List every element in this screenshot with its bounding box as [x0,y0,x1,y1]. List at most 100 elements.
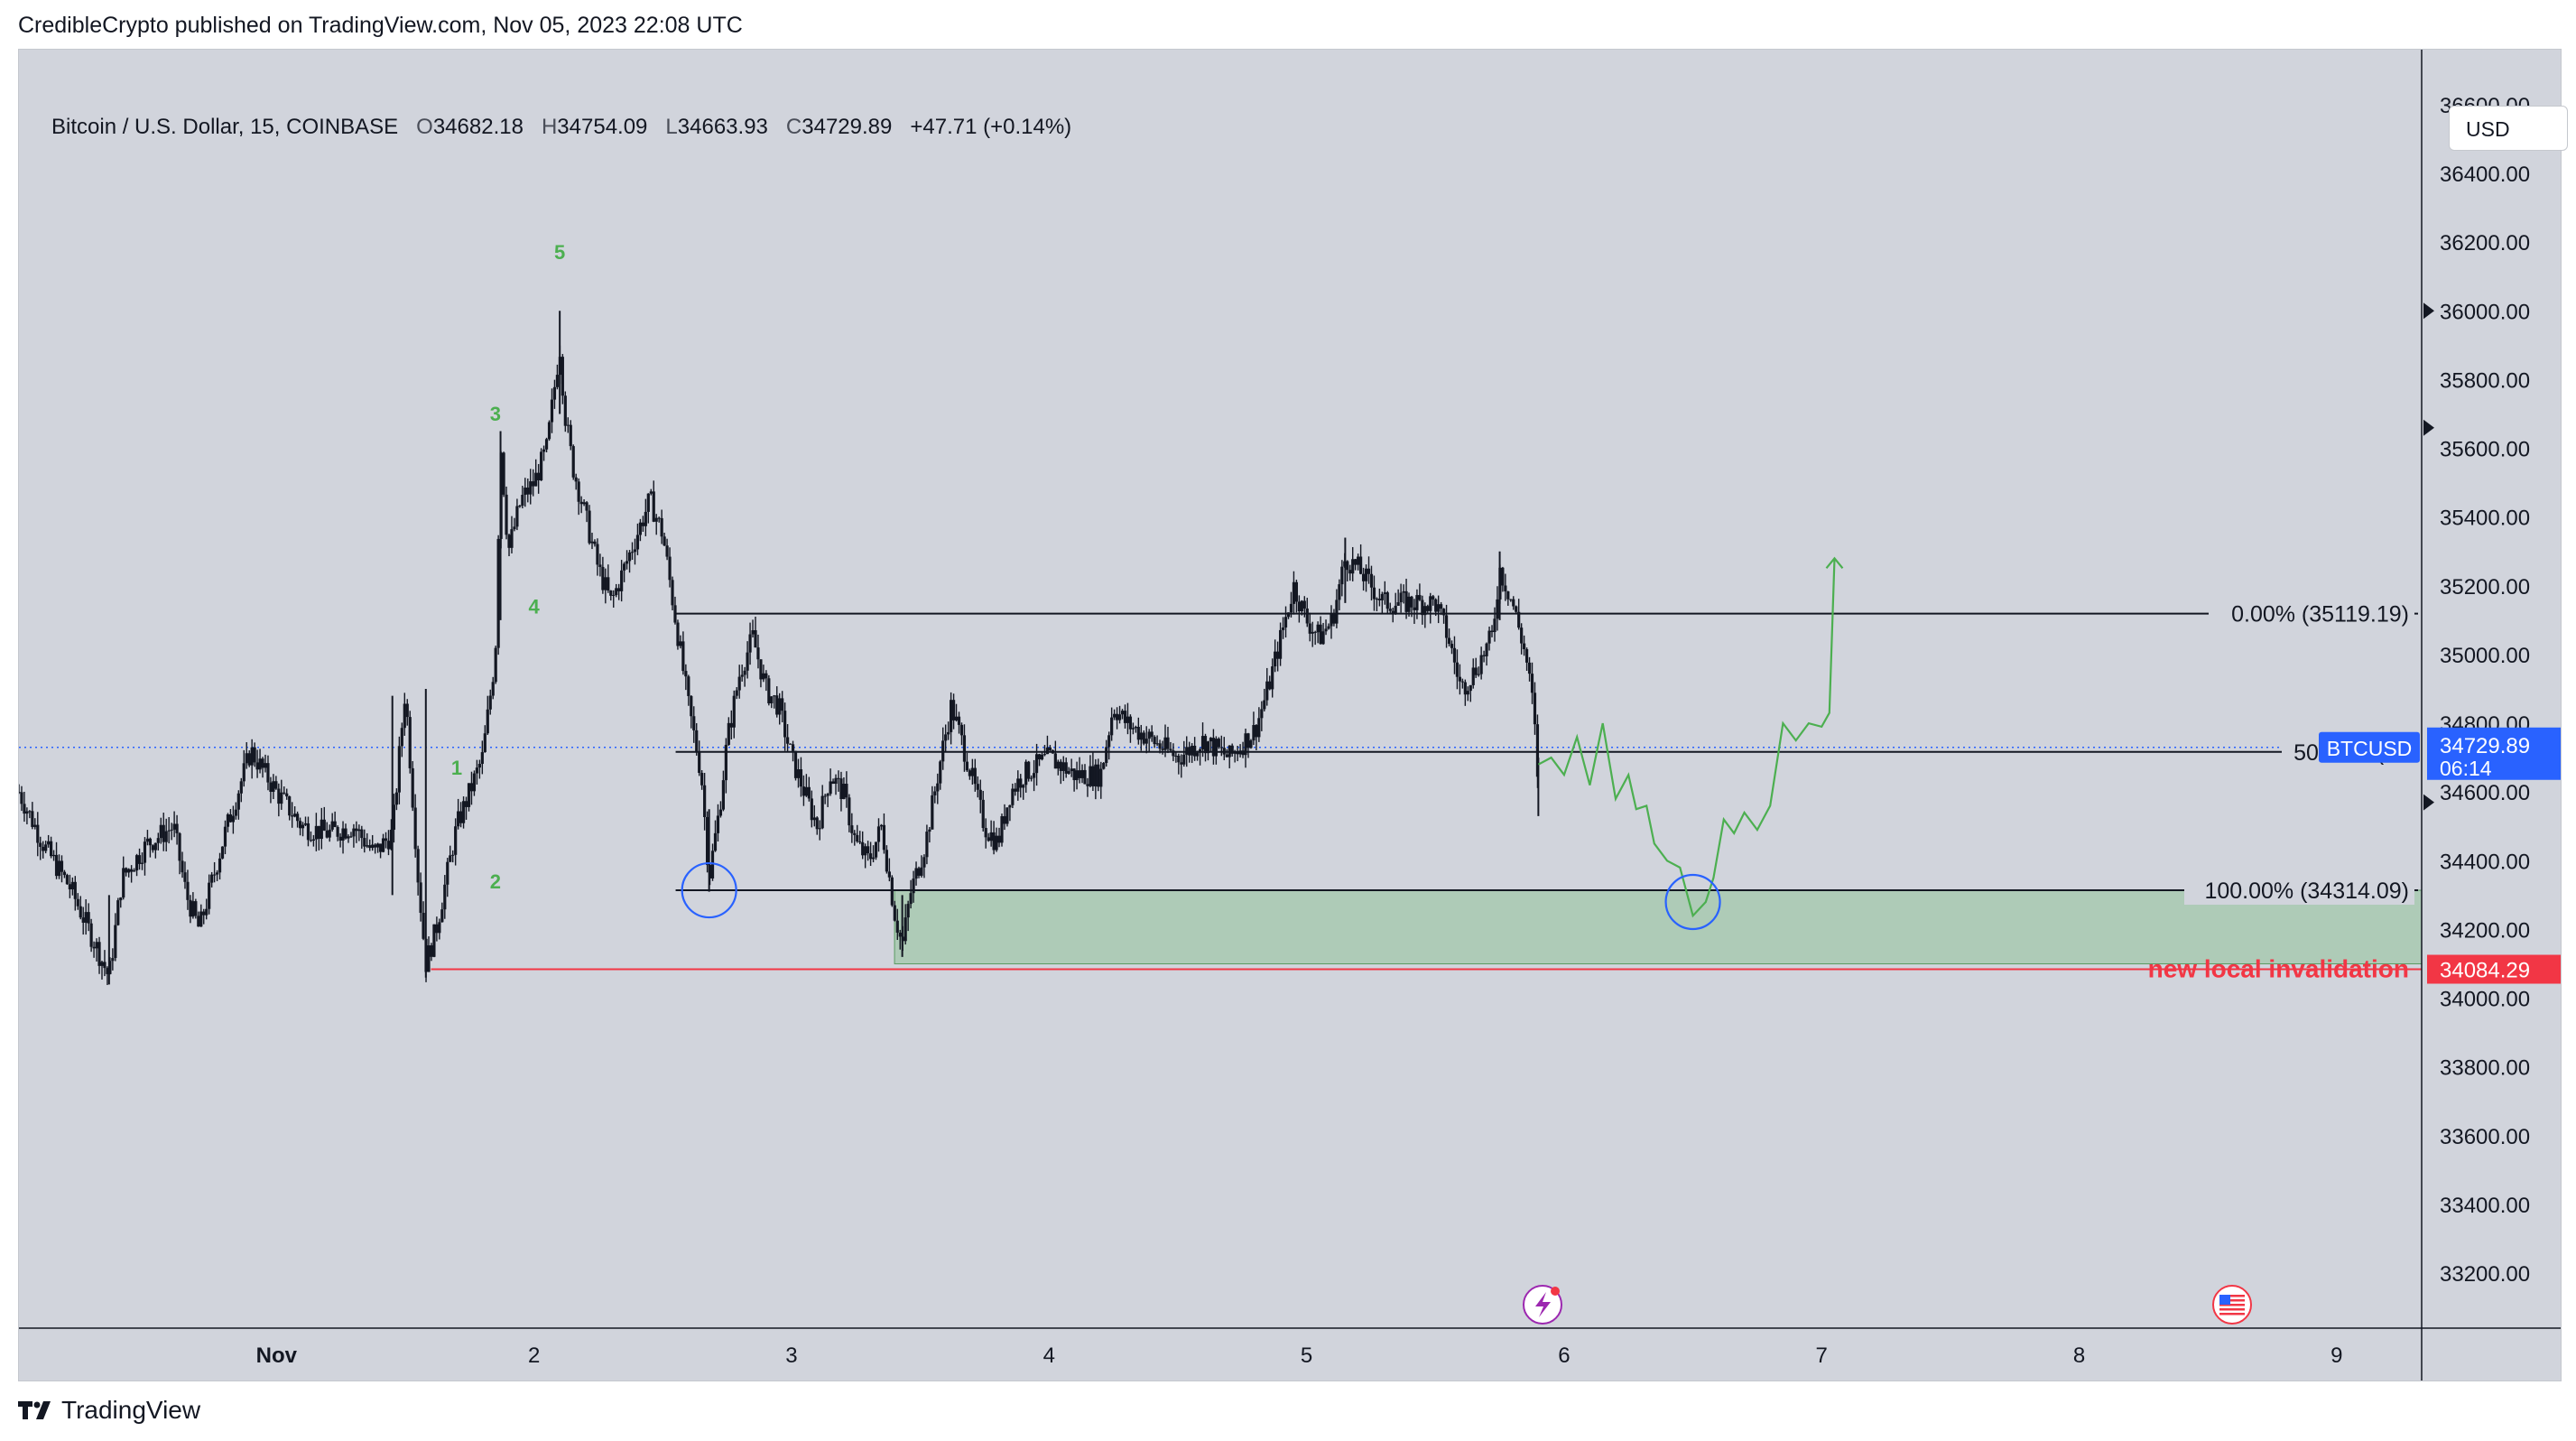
candle-body [1211,738,1216,757]
candle-body [887,871,891,878]
candle-body [1380,593,1384,600]
candle-body [1113,713,1117,718]
candle-body [1335,600,1339,624]
candle-body [338,836,342,841]
candle-body [164,831,168,842]
candle-body [1463,682,1467,695]
candle-body [322,819,326,831]
highlight-circle[interactable] [1664,873,1721,931]
candle-body [1327,626,1330,629]
candle-body [384,838,388,841]
chart-panel[interactable]: 0.00% (35119.19)50.00% (34100.00% (34314… [18,49,2568,1381]
candle-body [695,730,699,753]
candle-body [1182,754,1186,765]
candle-body [598,564,602,567]
candle-body [540,451,543,480]
candle-body [1474,667,1478,675]
invalidation-price-tag[interactable] [2427,954,2561,984]
candle-body [617,588,621,591]
candle-body [352,828,356,837]
fib-label: 0.00% (35119.19) [2231,602,2409,628]
highlight-circle[interactable] [681,861,737,919]
candle-body [226,813,230,827]
candle-body [679,641,682,646]
invalidation-price-value: 34084.29 [2440,958,2530,982]
currency-button[interactable]: USD [2449,106,2568,151]
candle-body [1188,747,1191,756]
candle-body [475,767,479,774]
candle-body [1056,761,1060,769]
candle-body [735,690,738,696]
candle-body [1316,624,1320,633]
candle-body [137,855,142,864]
candle-body [756,647,760,660]
candle-body [178,832,181,861]
lightning-event-icon[interactable] [1523,1285,1562,1325]
footer-brand: TradingView [61,1396,201,1424]
candle-body [1203,736,1208,754]
candle-body [153,842,157,851]
candle-body [355,828,358,832]
candle-body [895,920,899,933]
candle-body [50,841,53,857]
candle-body [400,728,403,747]
candle-body [1147,731,1151,739]
candle-body [1030,777,1033,779]
candle-body [84,912,88,923]
candle-body [959,724,964,736]
candle-body [172,823,176,830]
candle-body [920,867,923,876]
candle-body [1340,566,1344,585]
price-tick-label: 36200.00 [2440,231,2530,256]
candle-body [1432,596,1435,600]
candle-body [202,911,206,916]
candle-body [1434,599,1438,612]
last-price-tag[interactable] [2427,727,2561,780]
candle-body [258,758,262,770]
candle-body [925,832,929,858]
candle-body [39,842,42,847]
candle-body [239,781,243,794]
candle-body [162,824,165,842]
candle-body [1078,770,1081,778]
candle-body [721,780,725,810]
candle-body [132,870,136,872]
candle-body [743,670,746,675]
candle-body [408,717,412,768]
candle-body [285,793,289,797]
candle-body [641,522,644,526]
chart-canvas[interactable]: 0.00% (35119.19)50.00% (34100.00% (34314… [19,50,2561,1381]
candle-body [277,788,281,804]
candle-body [477,764,481,768]
candle-body [1359,556,1363,574]
tradingview-logo[interactable]: TradingView [18,1396,200,1425]
candle-body [1377,599,1381,600]
candle-body [815,817,819,830]
invalidation-label: new local invalidation [2148,954,2409,982]
candle-body [788,743,792,745]
candle-body [1313,631,1317,633]
candle-body [547,422,551,440]
candle-body [933,791,937,795]
candle-body [1115,713,1119,720]
candle-body [1346,561,1349,571]
candle-body [791,744,795,751]
projection-path[interactable] [1537,558,1836,918]
candle-body [853,832,857,835]
candle-body [208,882,211,909]
candle-body [1487,630,1491,644]
candle-body [834,777,838,785]
candle-body [868,853,873,860]
ticker-tag[interactable] [2319,731,2420,763]
candle-body [344,828,347,839]
candle-body [1051,749,1054,754]
candle-body [1233,751,1237,754]
candle-body [459,811,463,823]
candle-body [1286,612,1291,618]
candle-body [1479,655,1483,674]
candle-body [676,622,680,646]
candle-body [1535,724,1540,777]
candle-body [36,824,40,843]
us-flag-event-icon[interactable] [2212,1285,2252,1325]
candle-body [1444,615,1449,638]
